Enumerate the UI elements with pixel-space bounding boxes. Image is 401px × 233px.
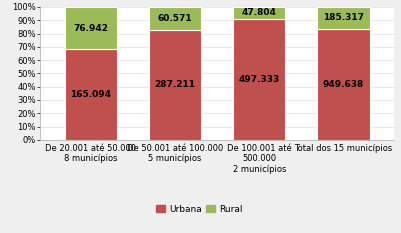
Bar: [148, 30, 200, 140]
Legend: Urbana, Rural: Urbana, Rural: [152, 201, 245, 218]
Bar: [316, 29, 369, 140]
Text: 165.094: 165.094: [70, 90, 111, 99]
Bar: [233, 7, 285, 19]
Bar: [233, 19, 285, 140]
Text: 60.571: 60.571: [157, 14, 192, 23]
Text: 47.804: 47.804: [241, 8, 276, 17]
Text: 497.333: 497.333: [238, 75, 279, 84]
Bar: [65, 49, 117, 140]
Text: 185.317: 185.317: [322, 13, 363, 22]
Text: 949.638: 949.638: [322, 80, 363, 89]
Text: 76.942: 76.942: [73, 24, 108, 33]
Text: 287.211: 287.211: [154, 80, 195, 89]
Bar: [148, 7, 200, 30]
Bar: [316, 7, 369, 29]
Bar: [65, 7, 117, 49]
